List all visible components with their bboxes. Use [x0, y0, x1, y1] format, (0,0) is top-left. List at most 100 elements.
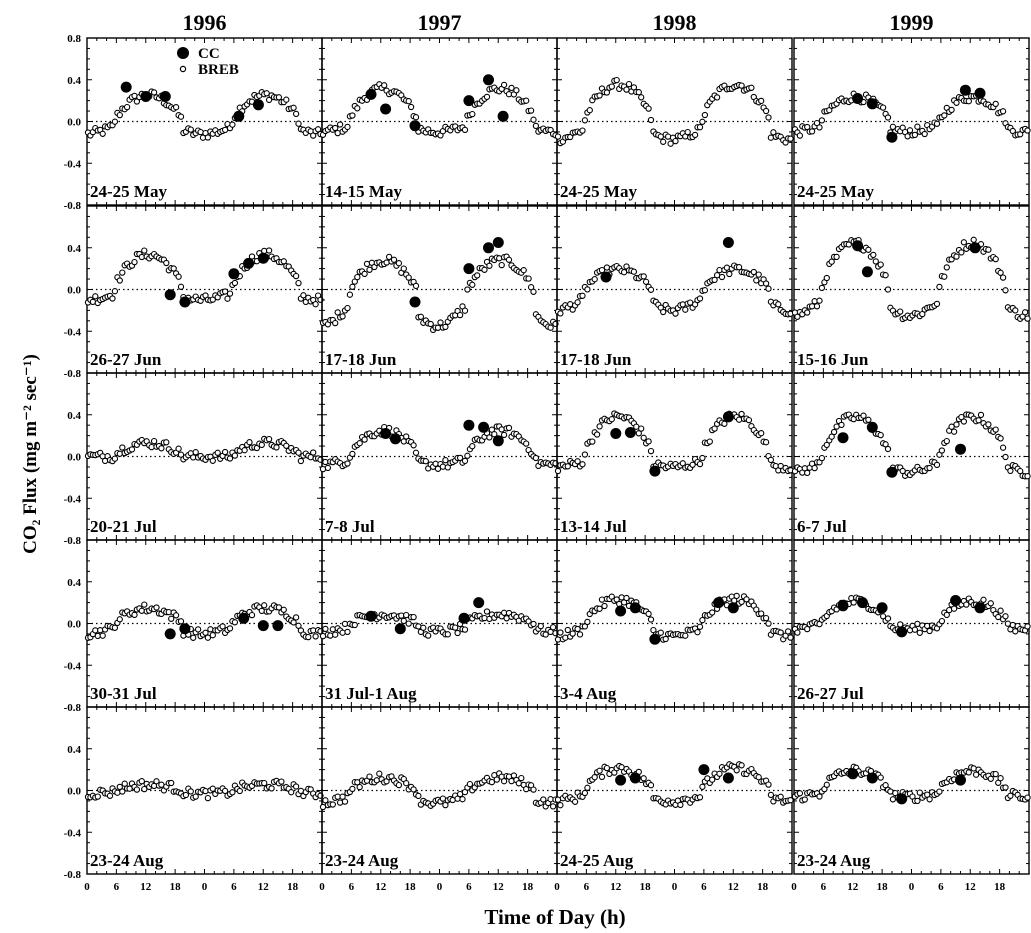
cc-point [649, 465, 661, 477]
breb-point [283, 442, 290, 449]
breb-point [361, 270, 368, 278]
breb-point [1002, 613, 1009, 620]
breb-point [532, 454, 540, 462]
breb-point [187, 788, 194, 795]
breb-point [642, 278, 650, 285]
breb-point [787, 135, 794, 142]
breb-point [884, 445, 892, 453]
breb-point [182, 791, 190, 799]
breb-point [623, 594, 630, 602]
breb-point [170, 265, 177, 272]
breb-point [879, 104, 887, 111]
panel-2-0: 20-21 Jul 0.4 0.0 -0.4 -0.8 [64, 372, 324, 547]
breb-point [667, 140, 674, 147]
breb-point [116, 616, 123, 623]
breb-point [305, 633, 312, 641]
breb-point [442, 457, 449, 464]
breb-point [280, 258, 287, 265]
breb-point [916, 629, 923, 636]
breb-point [410, 613, 417, 621]
breb-point [911, 131, 919, 139]
breb-point [699, 616, 706, 624]
breb-point [356, 440, 363, 447]
breb-point [598, 596, 606, 603]
breb-point [635, 430, 642, 437]
breb-point [794, 629, 801, 636]
breb-point [106, 792, 114, 799]
panel-date-label: 23-24 Aug [325, 851, 399, 870]
cc-point [243, 257, 255, 269]
breb-point [116, 450, 123, 457]
cc-point [837, 432, 849, 444]
y-tick-label: -0.4 [64, 158, 82, 170]
breb-point [589, 438, 596, 445]
y-tick-label: 0.0 [67, 117, 81, 129]
breb-point [292, 614, 300, 621]
breb-point [425, 632, 432, 639]
panel-date-label: 24-25 May [90, 182, 167, 201]
cc-point [629, 602, 641, 614]
cc-point [959, 84, 971, 96]
breb-point [985, 421, 992, 428]
cc-point [896, 793, 908, 805]
x-tick-label: 12 [375, 881, 387, 893]
breb-point [530, 786, 537, 793]
breb-point [349, 283, 356, 290]
cc-point [179, 296, 191, 308]
breb-point [1007, 792, 1014, 799]
x-tick-label: 0 [554, 881, 560, 893]
breb-point [175, 273, 182, 280]
breb-point [816, 124, 823, 131]
panel-date-label: 13-14 Jul [560, 517, 627, 536]
breb-point [400, 617, 407, 625]
cc-point [164, 289, 176, 301]
breb-point [999, 108, 1007, 115]
breb-point [584, 286, 591, 293]
breb-point [508, 777, 515, 785]
y-tick-label: 0.4 [67, 243, 81, 255]
breb-point [116, 783, 123, 791]
breb-point [540, 796, 547, 803]
breb-point [275, 94, 283, 101]
breb-point [733, 592, 740, 600]
breb-point [214, 449, 221, 456]
breb-point [138, 778, 145, 785]
y-tick-label: -0.8 [64, 200, 82, 212]
panel-date-label: 17-18 Jun [325, 350, 397, 369]
breb-point [452, 624, 459, 631]
cc-point [615, 774, 627, 786]
y-tick-label: 0.0 [67, 285, 81, 297]
breb-point [366, 773, 373, 780]
y-tick-label: 0.4 [67, 410, 81, 422]
breb-point [762, 107, 770, 115]
breb-point [948, 106, 955, 114]
breb-point [410, 786, 417, 793]
breb-point [884, 286, 892, 293]
breb-point [312, 301, 319, 308]
breb-point [716, 770, 723, 777]
breb-point [265, 247, 273, 254]
breb-point [645, 610, 652, 618]
breb-point [723, 264, 731, 271]
x-tick-label: 0 [672, 881, 678, 893]
breb-point [696, 623, 704, 630]
breb-point [699, 118, 706, 125]
breb-point [970, 236, 977, 243]
breb-point [596, 92, 603, 99]
breb-point [872, 258, 879, 265]
breb-point [804, 625, 811, 633]
x-tick-label: 0 [437, 881, 443, 893]
breb-point [412, 449, 420, 456]
breb-point [828, 258, 835, 265]
breb-point [813, 303, 821, 310]
breb-point [168, 779, 175, 787]
breb-point [420, 624, 427, 631]
cc-point [179, 623, 191, 635]
breb-point [97, 627, 104, 634]
breb-point [787, 797, 794, 804]
cc-point [649, 633, 661, 645]
breb-point [469, 110, 476, 118]
breb-point [175, 445, 182, 452]
breb-point [461, 626, 469, 633]
